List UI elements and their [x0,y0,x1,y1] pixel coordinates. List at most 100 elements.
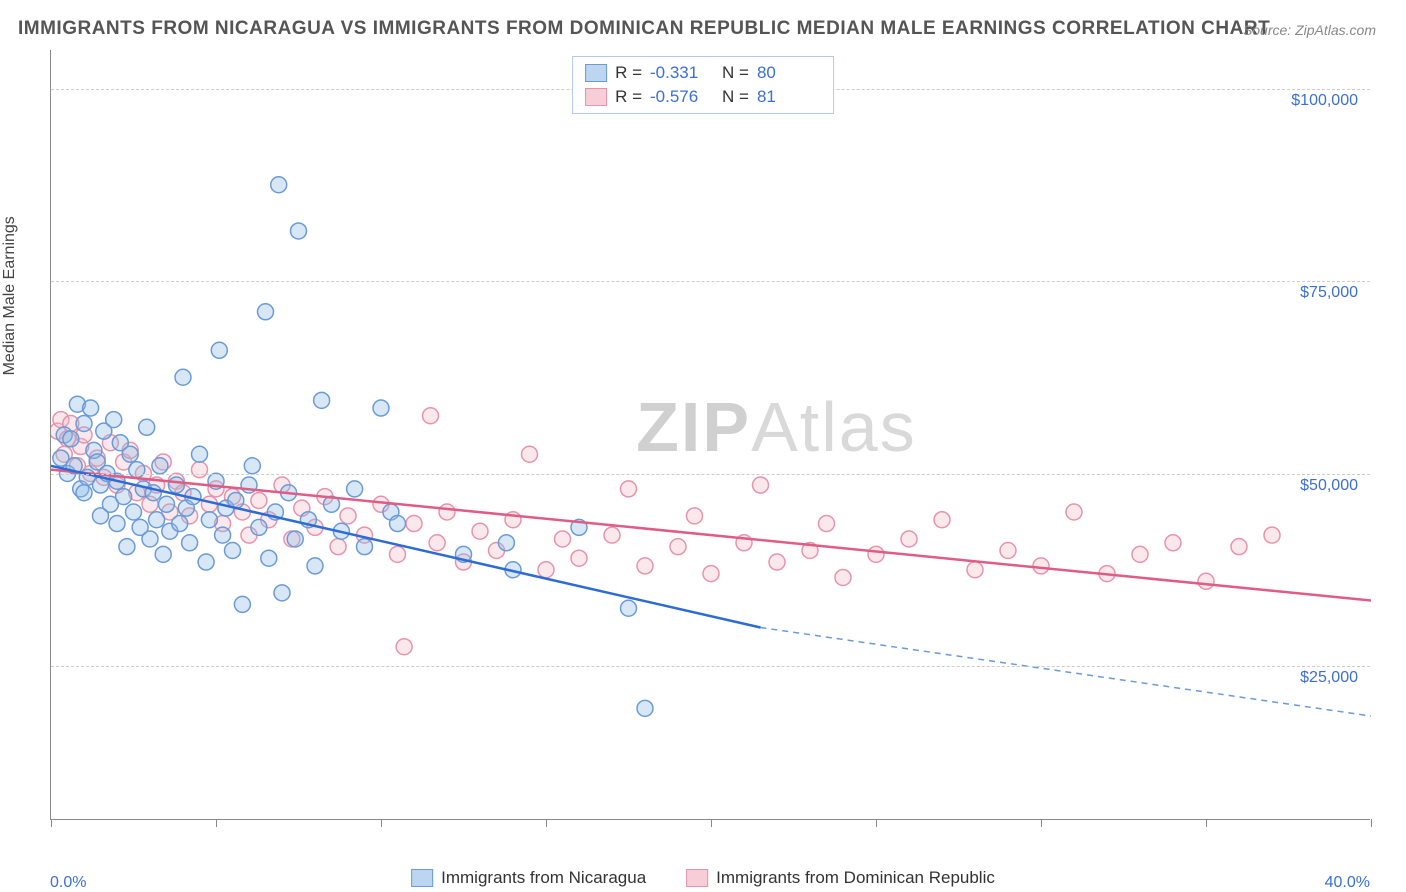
data-point-pink [330,539,346,555]
legend-series-label: Immigrants from Dominican Republic [716,868,995,888]
data-point-pink [703,566,719,582]
data-point-pink [967,562,983,578]
data-point-pink [1198,573,1214,589]
gridline [51,474,1370,475]
data-point-blue [198,554,214,570]
data-point-blue [106,412,122,428]
data-point-pink [901,531,917,547]
data-point-blue [159,496,175,512]
data-point-blue [291,223,307,239]
y-tick-label: $50,000 [1300,477,1358,495]
data-point-pink [753,477,769,493]
data-point-pink [934,512,950,528]
legend-n-label: N = [722,61,749,85]
x-tick [876,819,877,827]
legend-series-item: Immigrants from Dominican Republic [686,868,995,888]
legend-correlation-row: R = -0.331 N = 80 [585,61,821,85]
data-point-blue [307,558,323,574]
data-point-pink [637,558,653,574]
data-point-blue [152,458,168,474]
y-tick-label: $100,000 [1291,92,1358,110]
data-point-pink [604,527,620,543]
data-point-pink [835,569,851,585]
data-point-pink [340,508,356,524]
data-point-blue [498,535,514,551]
x-tick [1371,819,1372,827]
data-point-blue [373,400,389,416]
x-axis-min-label: 0.0% [50,874,86,892]
data-point-blue [201,512,217,528]
data-point-blue [109,516,125,532]
legend-correlation: R =-0.331N =80R =-0.576N =81 [572,56,834,114]
data-point-pink [423,408,439,424]
source-label: Source: ZipAtlas.com [1243,22,1376,38]
data-point-blue [119,539,135,555]
legend-series-item: Immigrants from Nicaragua [411,868,646,888]
x-axis-max-label: 40.0% [1325,874,1370,892]
data-point-blue [126,504,142,520]
data-point-blue [261,550,277,566]
chart-title: IMMIGRANTS FROM NICARAGUA VS IMMIGRANTS … [18,18,1270,40]
x-tick [381,819,382,827]
data-point-blue [215,527,231,543]
trend-line-blue [51,466,761,628]
data-point-pink [868,546,884,562]
legend-swatch-blue [585,64,607,82]
legend-n-value: 80 [757,61,821,85]
legend-r-label: R = [615,61,642,85]
data-point-pink [1000,543,1016,559]
data-point-blue [314,392,330,408]
data-point-pink [472,523,488,539]
x-tick [546,819,547,827]
data-point-blue [225,543,241,559]
data-point-blue [63,431,79,447]
y-tick-label: $75,000 [1300,284,1358,302]
data-point-pink [439,504,455,520]
x-tick [711,819,712,827]
legend-swatch-pink [585,88,607,106]
legend-correlation-row: R =-0.576N =81 [585,85,821,109]
data-point-blue [357,539,373,555]
data-point-pink [1066,504,1082,520]
data-point-blue [142,531,158,547]
data-point-blue [258,304,274,320]
data-point-blue [211,342,227,358]
data-point-blue [347,481,363,497]
x-tick [51,819,52,827]
legend-swatch-pink [686,869,708,887]
plot-area: ZIPAtlas $25,000$50,000$75,000$100,000 [50,50,1370,820]
data-point-pink [1165,535,1181,551]
data-point-pink [670,539,686,555]
legend-n-value: 81 [757,85,821,109]
chart-container: IMMIGRANTS FROM NICARAGUA VS IMMIGRANTS … [0,0,1406,892]
data-point-pink [1264,527,1280,543]
data-point-blue [129,462,145,478]
legend-r-value: -0.331 [650,61,714,85]
data-point-blue [390,516,406,532]
data-point-blue [192,446,208,462]
data-point-blue [637,700,653,716]
data-point-pink [1231,539,1247,555]
gridline [51,666,1370,667]
data-point-pink [429,535,445,551]
data-point-pink [251,492,267,508]
legend-n-label: N = [722,85,749,109]
data-point-pink [192,462,208,478]
data-point-pink [1132,546,1148,562]
data-point-blue [116,489,132,505]
data-point-pink [621,481,637,497]
data-point-pink [406,516,422,532]
data-point-blue [182,535,198,551]
data-point-blue [76,485,92,501]
data-point-pink [571,550,587,566]
data-point-blue [172,516,188,532]
legend-series: Immigrants from Nicaragua Immigrants from… [411,868,995,888]
x-tick [1206,819,1207,827]
data-point-blue [234,596,250,612]
data-point-blue [76,415,92,431]
data-point-blue [83,400,99,416]
data-point-blue [271,177,287,193]
data-point-pink [396,639,412,655]
legend-r-label: R = [615,85,642,109]
data-point-blue [122,446,138,462]
